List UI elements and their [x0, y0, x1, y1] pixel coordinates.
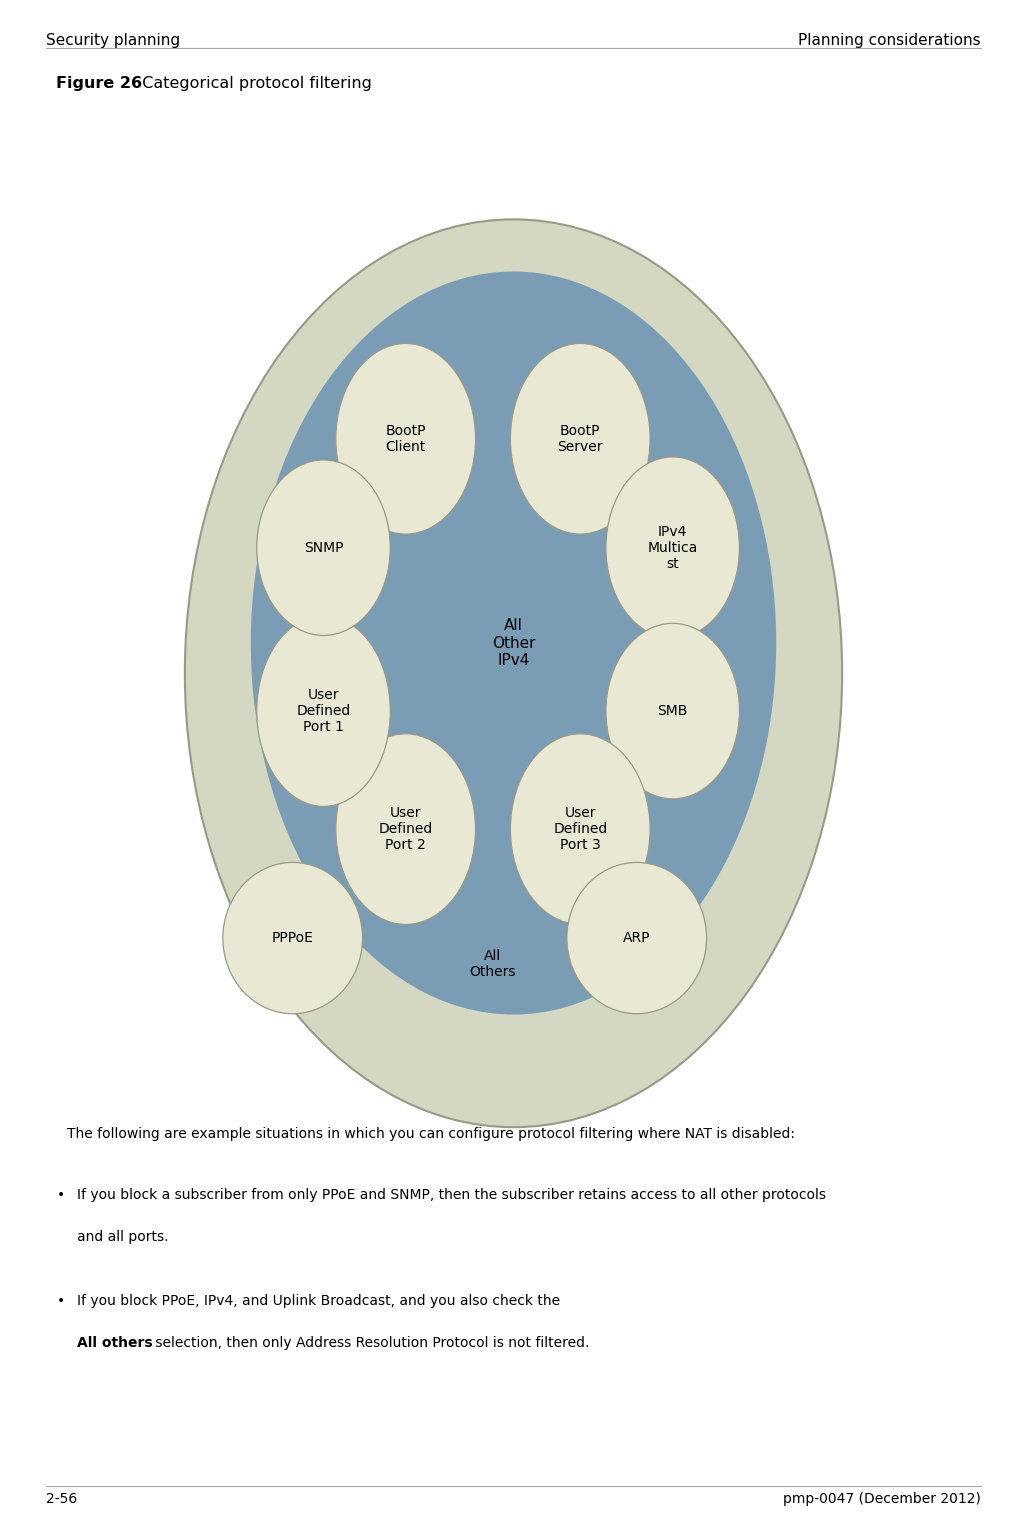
Ellipse shape [257, 616, 390, 806]
Text: User
Defined
Port 3: User Defined Port 3 [554, 806, 607, 852]
Ellipse shape [510, 734, 650, 924]
Ellipse shape [336, 734, 476, 924]
Text: pmp-0047 (December 2012): pmp-0047 (December 2012) [783, 1492, 981, 1505]
Ellipse shape [185, 219, 842, 1127]
Text: Planning considerations: Planning considerations [798, 33, 981, 48]
Ellipse shape [336, 343, 476, 534]
Text: User
Defined
Port 1: User Defined Port 1 [297, 688, 350, 734]
Ellipse shape [510, 343, 650, 534]
Text: selection, then only Address Resolution Protocol is not filtered.: selection, then only Address Resolution … [151, 1336, 589, 1350]
Text: SMB: SMB [657, 704, 688, 719]
Text: PPPoE: PPPoE [272, 930, 313, 946]
Ellipse shape [606, 457, 739, 638]
Text: The following are example situations in which you can configure protocol filteri: The following are example situations in … [67, 1127, 795, 1141]
Ellipse shape [567, 862, 707, 1014]
Text: If you block a subscriber from only PPoE and SNMP, then the subscriber retains a: If you block a subscriber from only PPoE… [77, 1188, 826, 1201]
Text: All others: All others [77, 1336, 153, 1350]
Text: Security planning: Security planning [46, 33, 181, 48]
Text: •: • [56, 1188, 65, 1201]
Ellipse shape [223, 862, 363, 1014]
Ellipse shape [257, 460, 390, 635]
Text: BootP
Client: BootP Client [385, 424, 426, 454]
Text: IPv4
Multica
st: IPv4 Multica st [648, 525, 697, 570]
Text: and all ports.: and all ports. [77, 1230, 168, 1244]
Text: All
Others: All Others [469, 949, 517, 979]
Text: SNMP: SNMP [304, 540, 343, 555]
Text: Categorical protocol filtering: Categorical protocol filtering [132, 76, 373, 91]
Text: All
Other
IPv4: All Other IPv4 [492, 619, 535, 667]
Text: ARP: ARP [623, 930, 650, 946]
Ellipse shape [252, 272, 775, 1014]
Text: 2-56: 2-56 [46, 1492, 77, 1505]
Text: BootP
Server: BootP Server [558, 424, 603, 454]
Text: Figure 26: Figure 26 [56, 76, 143, 91]
Text: •: • [56, 1294, 65, 1307]
Text: If you block PPoE, IPv4, and Uplink Broadcast, and you also check the: If you block PPoE, IPv4, and Uplink Broa… [77, 1294, 560, 1307]
Text: User
Defined
Port 2: User Defined Port 2 [379, 806, 432, 852]
Ellipse shape [606, 623, 739, 799]
